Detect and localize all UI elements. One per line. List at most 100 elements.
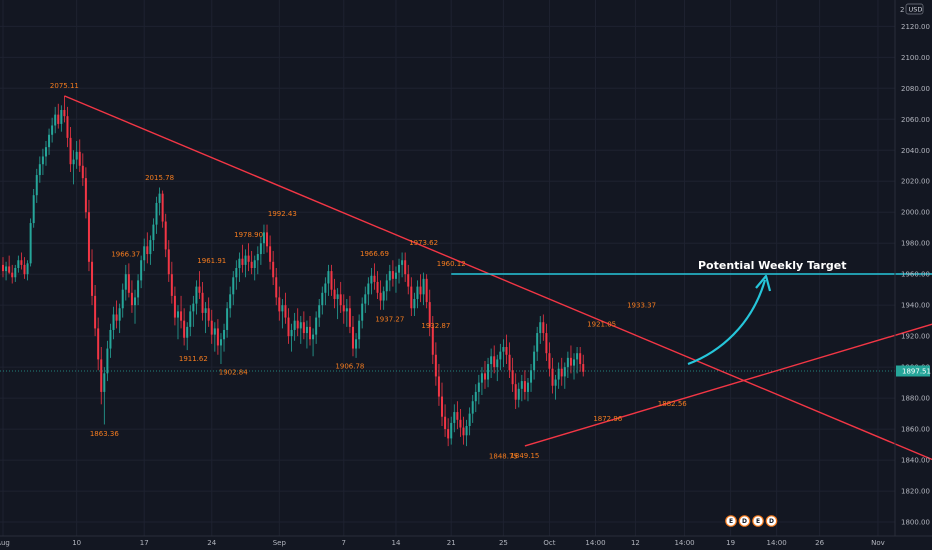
event-marker-icon[interactable]: E	[725, 515, 737, 527]
candle	[351, 316, 354, 357]
time-axis[interactable]: Aug 10 17 24 Sep 7 14 21 25 Oct 14:00 12 14:00 19 14:0…	[0, 539, 885, 547]
candle	[447, 418, 450, 447]
candle	[441, 382, 444, 427]
candle	[465, 419, 468, 447]
price-tick-label: 2120.00	[901, 23, 930, 31]
candle	[511, 357, 514, 392]
candle	[226, 302, 229, 338]
time-tick-label: 14:00	[585, 539, 605, 547]
pivot-label: 1966.37	[111, 250, 140, 258]
candle	[530, 364, 533, 392]
candle	[533, 345, 536, 380]
candle	[130, 280, 133, 313]
candle	[69, 127, 72, 172]
candle	[81, 153, 84, 186]
candle	[2, 257, 4, 278]
price-tick-label: 1840.00	[901, 457, 930, 465]
candle	[345, 298, 348, 327]
candle	[582, 354, 585, 377]
pivot-label: 1902.84	[219, 369, 248, 377]
event-marker-icon[interactable]: E	[752, 515, 764, 527]
price-tick-label: 1920.00	[901, 333, 930, 341]
pivot-label: 1933.37	[627, 301, 656, 309]
candle	[542, 314, 545, 341]
candle	[235, 260, 238, 290]
candle	[444, 404, 447, 437]
price-tick-label: 1800.00	[901, 519, 930, 527]
candle	[23, 257, 26, 279]
candle	[259, 237, 262, 265]
pivot-label: 1932.87	[421, 322, 450, 330]
trendline[interactable]	[64, 95, 932, 482]
price-tick-label: 1820.00	[901, 488, 930, 496]
target-annotation[interactable]: Potential Weekly Target	[687, 259, 847, 366]
candle	[468, 407, 471, 436]
candle	[342, 294, 345, 324]
time-tick-label: 14:00	[674, 539, 694, 547]
pivot-label: 1966.69	[360, 250, 389, 258]
trendline[interactable]	[524, 308, 932, 447]
candle	[124, 264, 127, 301]
time-tick-label: 26	[815, 539, 824, 547]
candle	[41, 148, 44, 176]
candle	[318, 298, 321, 327]
trendlines[interactable]	[64, 95, 932, 482]
candle	[272, 250, 275, 286]
candle	[450, 416, 453, 445]
candle	[309, 316, 311, 346]
candle	[474, 384, 477, 413]
candle	[462, 416, 465, 445]
candle	[192, 295, 195, 327]
candle	[355, 333, 358, 358]
candle	[256, 246, 259, 275]
candle	[327, 264, 330, 296]
candle	[520, 374, 523, 402]
candle	[275, 268, 278, 306]
candle	[480, 367, 483, 396]
target-arrow[interactable]	[687, 279, 767, 366]
candle	[514, 373, 517, 409]
candle	[167, 240, 170, 282]
candle	[198, 271, 201, 299]
candle	[60, 105, 63, 132]
candle	[299, 316, 302, 344]
candle	[437, 364, 440, 406]
candle	[398, 258, 401, 284]
price-tick-label: 2020.00	[901, 178, 930, 186]
candle	[428, 289, 431, 337]
event-marker-icon[interactable]: D	[738, 515, 751, 527]
pivot-label: 1960.12	[437, 260, 466, 268]
candle	[241, 244, 244, 273]
candle	[106, 340, 109, 382]
candle	[385, 274, 388, 301]
candle	[250, 250, 253, 275]
candle	[14, 264, 17, 282]
candle	[379, 280, 382, 310]
candle	[434, 342, 437, 386]
price-tick-label: 1860.00	[901, 426, 930, 434]
candle	[201, 281, 204, 321]
time-tick-label: Nov	[871, 539, 885, 547]
candle	[284, 292, 287, 324]
candle	[367, 277, 370, 306]
currency-badge[interactable]	[905, 3, 924, 15]
candle	[394, 266, 397, 293]
candle	[508, 342, 511, 378]
candle	[266, 224, 269, 253]
candle	[477, 374, 480, 405]
candle	[195, 280, 198, 315]
candle	[183, 308, 186, 346]
candle	[401, 252, 404, 278]
candle	[253, 255, 256, 281]
candle	[48, 128, 51, 155]
candle	[459, 408, 462, 437]
time-tick-label: 17	[140, 539, 149, 547]
candle	[213, 322, 216, 352]
time-tick-label: 21	[447, 539, 456, 547]
candle	[287, 308, 290, 344]
event-marker-icon[interactable]: D	[765, 515, 778, 527]
candle	[330, 264, 333, 296]
candle	[11, 264, 14, 284]
